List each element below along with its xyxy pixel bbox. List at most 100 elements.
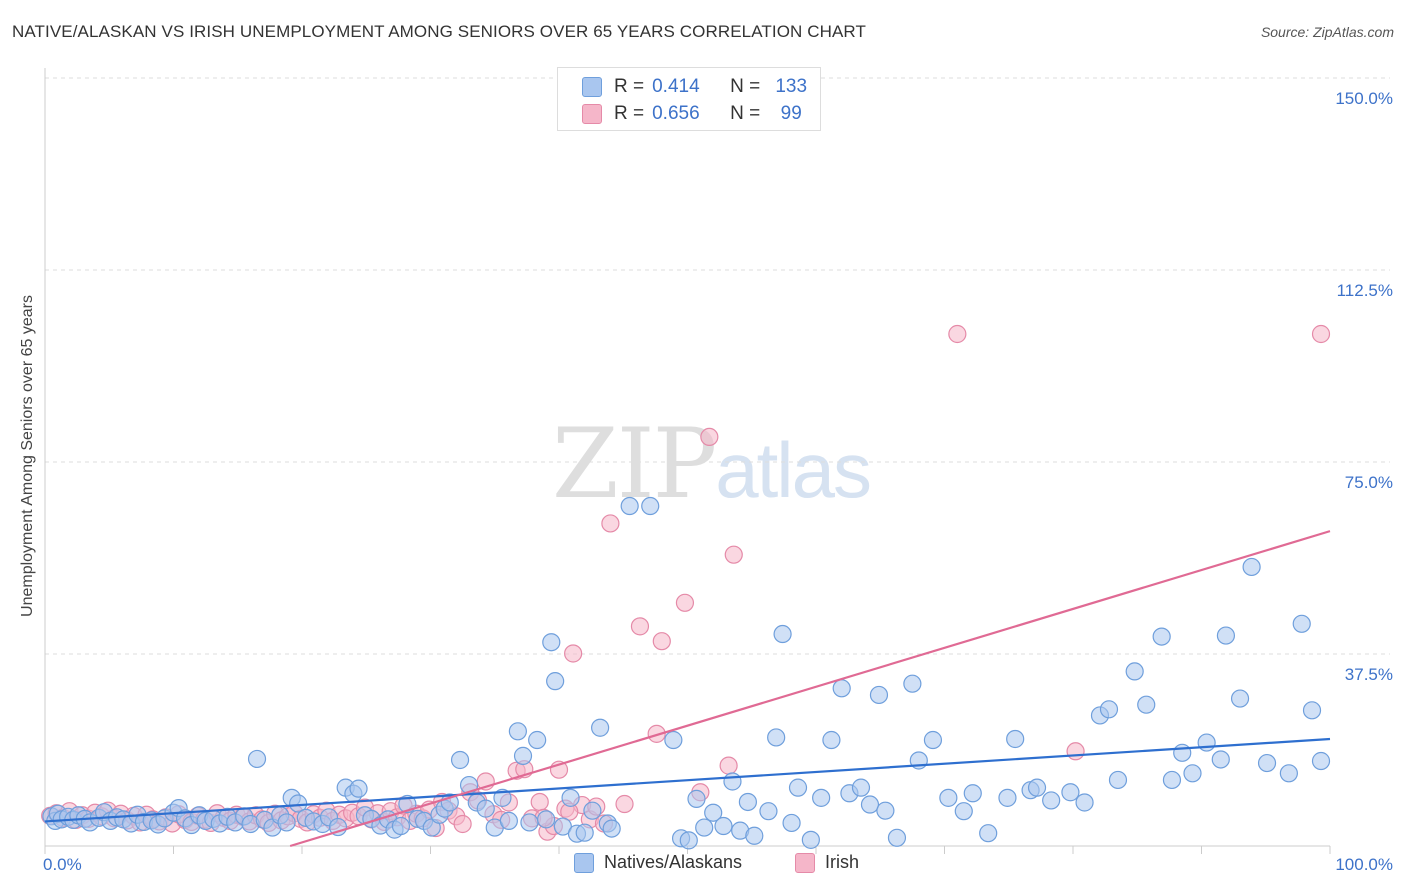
legend-n-value: 99 [780, 103, 802, 124]
data-point-natives [553, 817, 572, 836]
data-point-natives [876, 801, 895, 820]
data-point-natives [476, 799, 495, 818]
data-point-natives [537, 810, 556, 829]
data-point-natives [1152, 627, 1171, 646]
data-point-natives [546, 672, 565, 691]
data-point-natives [714, 816, 733, 836]
data-point-natives [773, 624, 792, 644]
data-point-natives [641, 496, 660, 516]
data-point-irish [700, 427, 719, 447]
data-point-irish [948, 324, 967, 344]
data-point-natives [1173, 743, 1192, 762]
data-point-natives [759, 802, 778, 821]
data-point-natives [528, 730, 547, 750]
data-point-natives [1125, 662, 1144, 681]
data-point-natives [493, 788, 512, 807]
data-point-natives [591, 718, 610, 737]
data-point-natives [1230, 689, 1250, 708]
data-point-natives [822, 730, 841, 750]
legend-n-label: N = [730, 103, 761, 124]
data-point-natives [695, 818, 714, 837]
data-point-natives [745, 826, 764, 845]
chart-title: NATIVE/ALASKAN VS IRISH UNEMPLOYMENT AMO… [12, 22, 866, 41]
data-point-natives [1211, 750, 1230, 769]
data-point-natives [954, 802, 973, 821]
data-point-natives [1311, 751, 1331, 771]
x-tick-label: 100.0% [1335, 855, 1393, 874]
data-point-natives [812, 788, 831, 807]
watermark-atlas: atlas [715, 426, 872, 514]
data-point-irish [675, 593, 695, 612]
y-tick-label: 37.5% [1345, 665, 1393, 684]
data-point-natives [1137, 695, 1156, 714]
data-point-natives [1279, 764, 1298, 783]
data-point-natives [832, 679, 851, 698]
data-point-irish [530, 792, 549, 812]
data-point-natives [1257, 753, 1277, 773]
series-legend-item-irish[interactable]: Irish [795, 852, 859, 873]
correlation-legend: R = 0.414 N = 133 R = 0.656 N = 99 [557, 67, 821, 131]
data-point-natives [349, 779, 368, 798]
series-legend-label-irish: Irish [825, 852, 860, 872]
data-point-natives [561, 788, 580, 807]
data-point-natives [277, 813, 296, 832]
data-point-natives [801, 830, 820, 849]
data-point-irish [615, 794, 634, 814]
series-legend-swatch-natives [574, 852, 594, 873]
data-point-natives [1162, 770, 1182, 790]
legend-swatch-natives [582, 77, 602, 97]
series-legend-label-natives: Natives/Alaskans [604, 852, 743, 872]
data-point-natives [723, 772, 742, 791]
series-legend-swatch-irish [795, 852, 815, 873]
data-point-natives [998, 788, 1017, 807]
data-point-natives [1075, 793, 1094, 812]
data-point-irish [1066, 742, 1085, 761]
data-point-natives [687, 789, 706, 808]
data-point-natives [923, 730, 943, 750]
series-legend-item-natives[interactable]: Natives/Alaskans [574, 852, 742, 873]
legend-n-value: 133 [775, 76, 808, 97]
x-tick-label: 0.0% [43, 855, 82, 874]
data-point-natives [860, 795, 880, 814]
legend-r-label: R = [614, 76, 645, 97]
data-point-natives [1242, 557, 1261, 577]
data-point-irish [652, 632, 671, 651]
data-point-natives [520, 813, 539, 832]
data-point-natives [1292, 614, 1311, 633]
data-point-natives [869, 685, 889, 705]
legend-r-value: 0.656 [652, 103, 700, 124]
data-point-irish [630, 617, 650, 636]
data-point-natives [391, 816, 411, 836]
legend-r-value: 0.414 [652, 76, 700, 97]
trend-line-irish [289, 530, 1331, 848]
y-tick-label: 112.5% [1337, 281, 1393, 300]
data-point-natives [939, 788, 958, 807]
data-point-natives [602, 819, 621, 838]
data-point-natives [979, 824, 998, 843]
data-point-natives [887, 828, 907, 847]
data-point-natives [963, 784, 982, 803]
data-point-natives [499, 811, 518, 831]
legend-swatch-irish [582, 104, 602, 124]
data-point-natives [508, 722, 527, 741]
data-point-natives [903, 674, 922, 693]
data-point-natives [542, 633, 561, 652]
data-point-natives [247, 749, 267, 769]
data-point-irish [719, 756, 738, 775]
data-point-natives [513, 746, 533, 765]
data-point-natives [1027, 778, 1047, 797]
data-point-natives [620, 496, 639, 516]
legend-row-irish: R = 0.656 N = 99 [582, 102, 814, 126]
series-legend: Natives/Alaskans Irish [0, 852, 1406, 878]
data-point-natives [1197, 733, 1216, 752]
data-point-irish [453, 814, 472, 834]
data-point-irish [601, 514, 620, 533]
data-point-natives [1042, 791, 1061, 810]
data-point-natives [782, 813, 801, 833]
data-point-natives [575, 823, 594, 842]
data-point-natives [679, 831, 698, 850]
data-point-irish [1311, 324, 1331, 344]
data-point-natives [1216, 626, 1236, 645]
data-point-natives [1302, 701, 1322, 720]
